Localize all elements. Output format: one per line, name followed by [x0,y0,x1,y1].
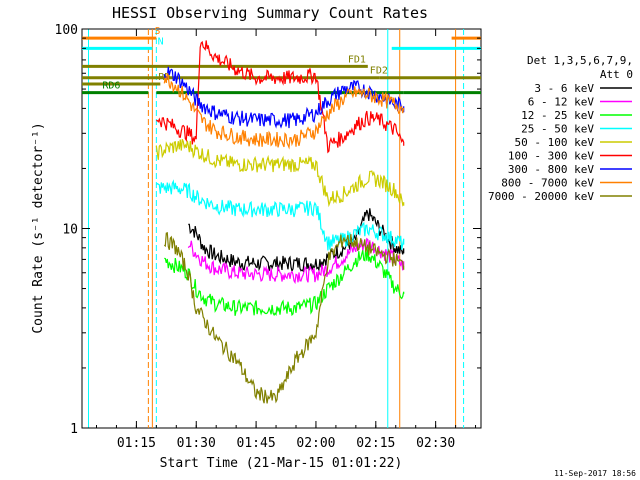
x-tick-label-3: 02:00 [296,436,335,451]
legend-header-line-2: Att 0 [600,68,633,81]
y-axis-label: Count Rate (s⁻¹ detector⁻¹) [31,122,46,333]
flag-label-n: N [158,36,164,47]
flag-label-rd: RD [158,72,170,83]
legend-label-3: 25 - 50 keV [521,123,594,136]
series-line-3 [155,179,405,251]
series-line-2 [164,247,405,317]
legend-label-6: 300 - 800 keV [508,163,594,176]
legend-label-0: 3 - 6 keV [534,82,594,95]
legend-label-7: 800 - 7000 keV [501,177,594,190]
x-tick-label-0: 01:15 [117,436,156,451]
legend-label-1: 6 - 12 keV [528,96,595,109]
series-line-7 [163,73,405,150]
x-tick-label-4: 02:15 [356,436,395,451]
x-axis-label: Start Time (21-Mar-15 01:01:22) [160,456,403,471]
status-flags: SN FD1 FD2 RD RD6 [82,26,481,95]
y-tick-label-1: 10 [62,223,78,238]
series-line-0 [188,208,405,273]
y-tick-label-2: 100 [55,23,78,38]
x-tick-label-1: 01:30 [177,436,216,451]
flag-label-fd2: FD2 [370,66,388,77]
series-line-4 [155,138,405,208]
flag-label-rd6: RD6 [102,81,120,92]
legend-label-5: 100 - 300 keV [508,150,594,163]
chart-title: HESSI Observing Summary Count Rates [112,4,428,22]
legend-label-4: 50 - 100 keV [515,136,595,149]
legend-label-2: 12 - 25 keV [521,109,594,122]
date-stamp: 11-Sep-2017 18:56 [554,469,636,478]
series-line-1 [187,237,405,285]
legend-label-8: 7000 - 20000 keV [488,190,594,203]
flag-label-fd1: FD1 [348,54,366,65]
legend-header-line-1: Det 1,3,5,6,7,9, [527,54,633,67]
x-tick-label-5: 02:30 [416,436,455,451]
series-line-8 [163,231,405,404]
y-tick-label-0: 1 [70,422,78,437]
vertical-markers [88,29,465,428]
flag-label-s: S [154,26,160,37]
x-tick-label-2: 01:45 [237,436,276,451]
series-lines [155,40,405,404]
axis-ticks: 01:15 01:30 01:45 02:00 02:15 02:30 1 10 100 [55,23,481,451]
